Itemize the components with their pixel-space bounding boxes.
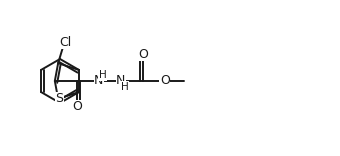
Text: Cl: Cl bbox=[59, 36, 72, 49]
Text: S: S bbox=[55, 92, 63, 105]
Text: H: H bbox=[121, 82, 129, 92]
Text: O: O bbox=[138, 47, 148, 61]
Text: H: H bbox=[99, 70, 107, 80]
Text: N: N bbox=[94, 75, 103, 88]
Text: O: O bbox=[72, 100, 82, 114]
Text: O: O bbox=[160, 75, 170, 88]
Text: N: N bbox=[116, 75, 125, 88]
